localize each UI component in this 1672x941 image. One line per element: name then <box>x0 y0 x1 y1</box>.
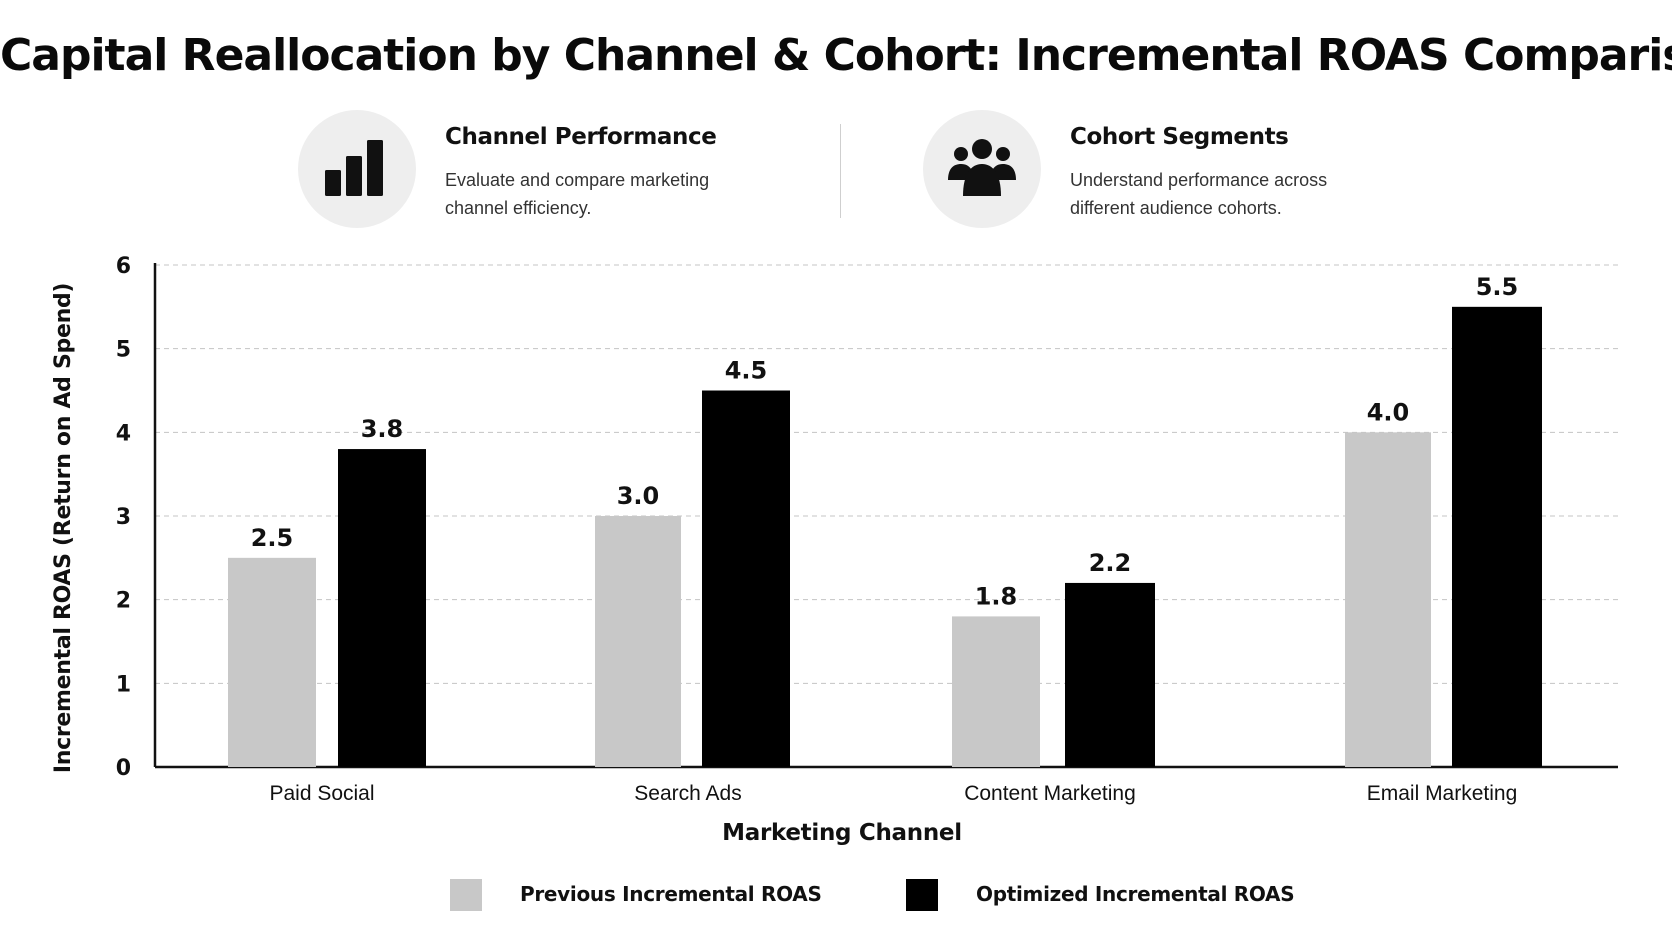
data-label-previous: 4.0 <box>1367 398 1410 426</box>
y-axis-title: Incremental ROAS (Return on Ad Spend) <box>51 283 76 773</box>
x-axis-title: Marketing Channel <box>722 820 962 846</box>
y-tick-label: 2 <box>116 589 131 614</box>
y-tick-label: 5 <box>116 338 131 363</box>
y-tick-label: 0 <box>116 756 131 781</box>
data-label-optimized: 3.8 <box>361 415 404 443</box>
legend-label-previous: Previous Incremental ROAS <box>520 882 822 906</box>
channel-performance-icon-circle <box>298 110 416 228</box>
x-tick-label: Paid Social <box>269 782 374 805</box>
legend-swatch-previous <box>450 879 482 911</box>
data-label-previous: 3.0 <box>617 482 660 510</box>
y-tick-label: 6 <box>116 254 131 279</box>
chart-title: Capital Reallocation by Channel & Cohort… <box>0 30 1672 81</box>
cohort-segments-description: Understand performance across different … <box>1070 170 1328 218</box>
bar-optimized <box>338 449 426 767</box>
data-label-optimized: 5.5 <box>1476 273 1519 301</box>
bar-previous <box>228 557 316 767</box>
channel-performance-description: Evaluate and compare marketing channel e… <box>445 170 710 218</box>
bar-previous <box>952 616 1040 767</box>
channel-performance-heading: Channel Performance <box>445 124 717 150</box>
legend-label-optimized: Optimized Incremental ROAS <box>976 882 1295 906</box>
card-divider <box>840 124 841 218</box>
cohort-segments-card: Cohort Segments Understand performance a… <box>923 110 1403 230</box>
y-tick-label: 3 <box>116 505 131 530</box>
data-label-optimized: 2.2 <box>1089 549 1132 577</box>
y-tick-label: 4 <box>116 421 131 446</box>
channel-performance-card: Channel Performance Evaluate and compare… <box>298 110 778 230</box>
data-label-optimized: 4.5 <box>725 357 768 385</box>
legend-swatch-optimized <box>906 879 938 911</box>
x-tick-label: Search Ads <box>634 782 741 805</box>
cohort-segments-heading: Cohort Segments <box>1070 124 1289 150</box>
bar-chart-icon <box>325 140 383 196</box>
bar-optimized <box>1452 306 1542 767</box>
group-users-icon <box>948 139 1016 196</box>
bar-previous <box>595 516 681 767</box>
x-tick-label: Email Marketing <box>1367 782 1518 805</box>
data-label-previous: 2.5 <box>251 524 294 552</box>
cohort-segments-icon-circle <box>923 110 1041 228</box>
bar-previous <box>1345 432 1431 767</box>
y-tick-label: 1 <box>116 672 131 697</box>
bar-optimized <box>1065 582 1155 767</box>
x-tick-label: Content Marketing <box>964 782 1136 805</box>
data-label-previous: 1.8 <box>975 582 1018 610</box>
bar-optimized <box>702 390 790 767</box>
